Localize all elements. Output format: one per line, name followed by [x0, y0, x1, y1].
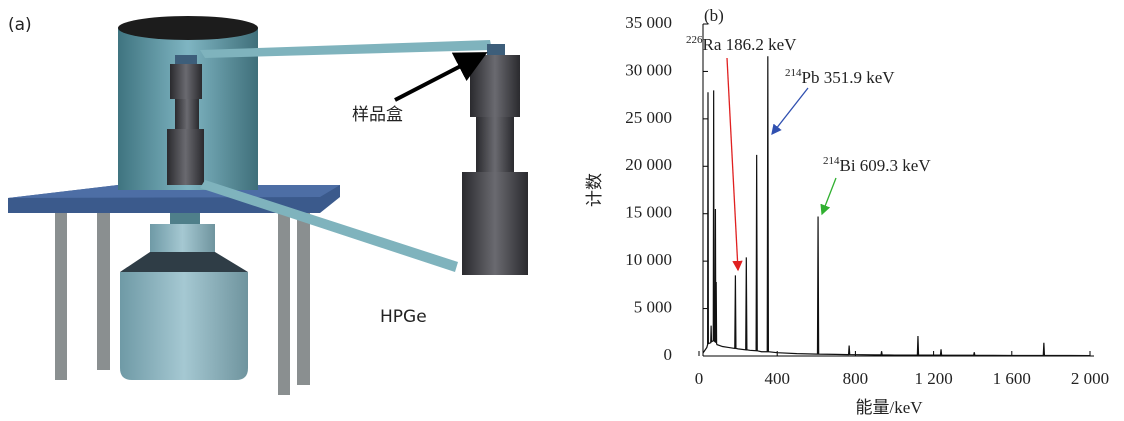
sample [170, 64, 202, 99]
annotation-mass: 214 [785, 67, 802, 79]
leg [278, 205, 290, 395]
y-tick-label: 10 000 [625, 250, 672, 269]
annotation: 214Pb 351.9 keV [785, 67, 895, 87]
annotation-label: Pb 351.9 keV [802, 68, 896, 87]
y-tick-label: 30 000 [625, 60, 672, 79]
detector-body [120, 272, 248, 380]
y-tick-label: 35 000 [625, 13, 672, 32]
detector-label: HPGe [380, 307, 427, 327]
sample [167, 129, 204, 185]
zoom-sample [470, 55, 520, 117]
x-tick-label: 0 [695, 369, 704, 388]
detector-cap [150, 224, 215, 252]
spectrum-line [702, 56, 1091, 357]
chart: (b) 能量/keV 计数 0 5 000 10 000 15 000 20 000 25… [585, 6, 1109, 417]
zoom-line [200, 180, 458, 272]
y-tick-label: 0 [664, 345, 673, 364]
x-axis-label: 能量/keV [855, 398, 923, 417]
y-tick-label: 25 000 [625, 108, 672, 127]
annotation: 226Ra 186.2 keV [686, 34, 797, 54]
pointer-arrow [394, 52, 488, 102]
annotation-label: Ra 186.2 keV [703, 35, 798, 54]
annotation-mass: 226 [686, 34, 703, 46]
leg [297, 205, 310, 385]
zoom-cap [487, 44, 505, 56]
panel-label: (b) [704, 6, 724, 25]
neck [170, 210, 200, 226]
sample-box-label: 样品盒 [352, 105, 403, 125]
x-tick-label: 2 000 [1071, 369, 1109, 388]
shield-top [118, 16, 258, 40]
diagram: (a) 样品盒 HPGe [8, 15, 528, 395]
detector-cone [120, 252, 248, 272]
y-tick-label: 5 000 [634, 297, 672, 316]
annotation-arrow [726, 57, 743, 272]
leg [55, 205, 67, 380]
sample-cap [175, 55, 197, 65]
annotation-mass: 214 [823, 155, 840, 167]
x-tick-label: 800 [843, 369, 869, 388]
annotation-arrow [771, 87, 809, 136]
y-axis-label: 计数 [585, 173, 604, 207]
panel-label: (a) [8, 15, 32, 35]
x-tick-label: 400 [764, 369, 790, 388]
y-tick-label: 20 000 [625, 155, 672, 174]
y-tick-label: 15 000 [625, 203, 672, 222]
zoom-line [200, 40, 492, 58]
sample [175, 99, 199, 129]
annotation-label: Bi 609.3 keV [840, 156, 932, 175]
annotation: 214Bi 609.3 keV [823, 155, 931, 175]
zoom-sample [462, 172, 528, 275]
zoom-sample [476, 117, 514, 173]
leg [97, 205, 110, 370]
x-tick-label: 1 600 [993, 369, 1031, 388]
annotation-arrow [820, 177, 837, 216]
x-tick-label: 1 200 [914, 369, 952, 388]
